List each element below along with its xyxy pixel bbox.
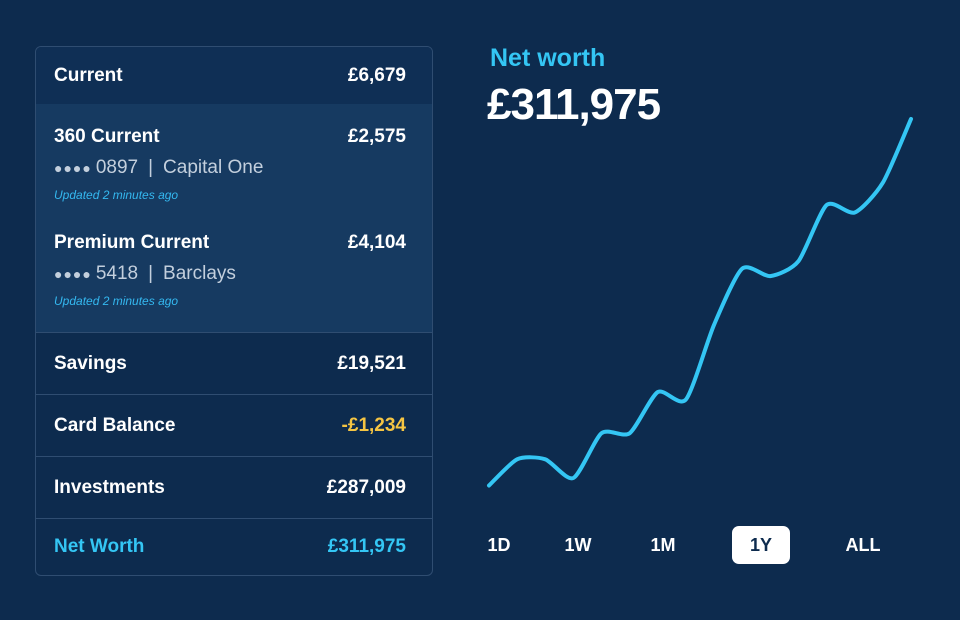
account-row-savings[interactable]: Savings £19,521	[36, 333, 432, 395]
account-amount-negative: -£1,234	[341, 414, 406, 436]
account-number: 5418	[95, 263, 139, 284]
masked-digits-icon: ●●●●	[54, 266, 92, 282]
updated-timestamp: Updated 2 minutes ago	[54, 294, 179, 308]
range-1m[interactable]: 1M	[650, 534, 676, 555]
net-worth-title: Net worth	[490, 44, 606, 72]
range-1w[interactable]: 1W	[564, 534, 592, 555]
bank-name: Barclays	[163, 263, 236, 284]
account-row-investments[interactable]: Investments £287,009	[36, 457, 432, 519]
bank-name: Capital One	[163, 157, 264, 178]
account-label: Savings	[54, 352, 127, 374]
account-amount: £19,521	[337, 352, 406, 374]
range-all[interactable]: ALL	[845, 534, 881, 555]
account-label: Card Balance	[54, 414, 176, 436]
account-label: Net Worth	[54, 536, 145, 557]
sub-account-amount: £2,575	[347, 126, 406, 147]
separator: |	[148, 157, 154, 178]
account-row-net-worth[interactable]: Net Worth £311,975	[36, 519, 432, 575]
account-label: Investments	[54, 476, 165, 498]
sub-account-name: 360 Current	[54, 126, 160, 147]
current-sub-accounts: 360 Current £2,575 ●●●● 0897 | Capital O…	[36, 104, 432, 333]
account-amount: £287,009	[326, 476, 406, 498]
account-amount: £311,975	[327, 536, 406, 557]
accounts-panel: Current £6,679 360 Current £2,575 ●●●● 0…	[35, 46, 433, 576]
sub-account-360-current[interactable]: 360 Current £2,575 ●●●● 0897 | Capital O…	[36, 104, 432, 210]
range-1d[interactable]: 1D	[487, 534, 511, 555]
net-worth-series-line	[487, 117, 913, 488]
net-worth-value: £311,975	[487, 80, 661, 129]
sub-account-amount: £4,104	[347, 232, 406, 253]
range-1y[interactable]: 1Y	[732, 526, 790, 564]
sub-account-name: Premium Current	[54, 232, 210, 253]
time-range-selector: 1D 1W 1M 1Y ALL	[470, 526, 910, 564]
separator: |	[148, 263, 154, 284]
account-label: Current	[54, 64, 123, 86]
masked-digits-icon: ●●●●	[54, 160, 92, 176]
updated-timestamp: Updated 2 minutes ago	[54, 188, 179, 202]
account-row-current[interactable]: Current £6,679	[36, 47, 432, 104]
sub-account-premium-current[interactable]: Premium Current £4,104 ●●●● 5418 | Barcl…	[36, 210, 432, 316]
account-amount: £6,679	[347, 64, 406, 86]
net-worth-chart	[487, 117, 913, 488]
account-row-card-balance[interactable]: Card Balance -£1,234	[36, 395, 432, 457]
account-number: 0897	[95, 157, 139, 178]
